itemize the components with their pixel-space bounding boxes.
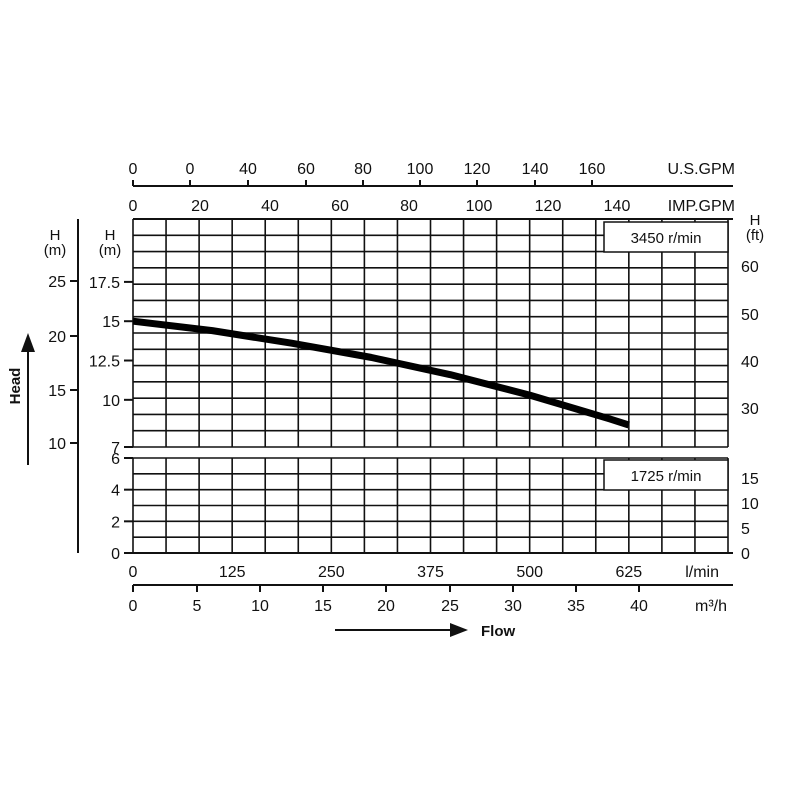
lpm-tick-label: 375 xyxy=(417,564,444,581)
performance-curves xyxy=(132,317,630,429)
lower-ft-tick-label: 5 xyxy=(741,521,750,538)
lower-head-tick-label: 0 xyxy=(111,546,120,563)
head-axis-label: Head xyxy=(7,368,24,405)
lower-head-tick-label: 6 xyxy=(111,451,120,468)
outer-head-tick-label: 20 xyxy=(48,329,66,346)
imp-gpm-unit-label: IMP.GPM xyxy=(668,198,735,215)
right-ft-tick-label: 60 xyxy=(741,259,759,276)
imp-gpm-tick-label: 0 xyxy=(129,198,138,215)
lower-ft-tick-label: 15 xyxy=(741,471,759,488)
right-ft-tick-label: 50 xyxy=(741,307,759,324)
curve-3450 xyxy=(132,317,630,429)
lpm-tick-label: 0 xyxy=(129,564,138,581)
inner-head-tick-label: 7 xyxy=(111,440,120,457)
m3h-tick-label: 20 xyxy=(377,598,395,615)
us-gpm-tick-label: 120 xyxy=(464,161,491,178)
lpm-tick-label: 125 xyxy=(219,564,246,581)
lpm-tick-label: 625 xyxy=(615,564,642,581)
us-gpm-tick-label: 160 xyxy=(579,161,606,178)
us-gpm-tick-label: 0 xyxy=(186,161,195,178)
lower-ft-tick-label: 10 xyxy=(741,496,759,513)
m3h-tick-label: 40 xyxy=(630,598,648,615)
imp-gpm-tick-label: 120 xyxy=(535,198,562,215)
imp-gpm-tick-label: 140 xyxy=(604,198,631,215)
outer-head-tick-label: 10 xyxy=(48,436,66,453)
m3h-tick-label: 35 xyxy=(567,598,585,615)
inner-head-unit-label: H xyxy=(105,227,116,244)
head-arrow-icon xyxy=(21,333,35,352)
us-gpm-tick-label: 140 xyxy=(522,161,549,178)
imp-gpm-tick-label: 60 xyxy=(331,198,349,215)
flow-axis-label: Flow xyxy=(481,623,515,640)
right-ft-tick-label: 40 xyxy=(741,354,759,371)
outer-head-tick-label: 25 xyxy=(48,274,66,291)
outer-head-unit-label: (m) xyxy=(44,242,67,259)
axes xyxy=(77,185,733,586)
us-gpm-unit-label: U.S.GPM xyxy=(667,161,735,178)
inner-head-tick-label: 12.5 xyxy=(89,354,120,371)
us-gpm-tick-label: 80 xyxy=(354,161,372,178)
us-gpm-tick-label: 0 xyxy=(129,161,138,178)
m3h-tick-label: 25 xyxy=(441,598,459,615)
m3h-tick-label: 10 xyxy=(251,598,269,615)
lower-ft-tick-label: 0 xyxy=(741,546,750,563)
right-ft-tick-label: 30 xyxy=(741,401,759,418)
outer-head-unit-label: H xyxy=(50,227,61,244)
m3h-tick-label: 15 xyxy=(314,598,332,615)
lpm-tick-label: 500 xyxy=(516,564,543,581)
outer-head-tick-label: 15 xyxy=(48,383,66,400)
lpm-tick-label: 250 xyxy=(318,564,345,581)
m3h-unit-label: m³/h xyxy=(695,598,727,615)
m3h-tick-label: 5 xyxy=(193,598,202,615)
lower-head-tick-label: 2 xyxy=(111,514,120,531)
speed-label-3450: 3450 r/min xyxy=(631,230,702,247)
imp-gpm-tick-label: 100 xyxy=(466,198,493,215)
lpm-unit-label: l/min xyxy=(685,564,719,581)
inner-head-unit-label: (m) xyxy=(99,242,122,259)
m3h-tick-label: 30 xyxy=(504,598,522,615)
inner-head-tick-label: 10 xyxy=(102,393,120,410)
right-ft-unit-label: H xyxy=(750,212,761,229)
imp-gpm-tick-label: 40 xyxy=(261,198,279,215)
speed-label-1725: 1725 r/min xyxy=(631,468,702,485)
speed-box-1725 xyxy=(603,459,729,491)
inner-head-tick-label: 15 xyxy=(102,314,120,331)
imp-gpm-tick-label: 20 xyxy=(191,198,209,215)
inner-head-tick-label: 17.5 xyxy=(89,275,120,292)
flow-arrow-icon xyxy=(450,623,468,637)
imp-gpm-tick-label: 80 xyxy=(400,198,418,215)
us-gpm-tick-label: 100 xyxy=(407,161,434,178)
right-ft-unit-label: (ft) xyxy=(746,227,764,244)
speed-box-3450 xyxy=(603,221,729,253)
us-gpm-tick-label: 60 xyxy=(297,161,315,178)
us-gpm-tick-label: 40 xyxy=(239,161,257,178)
lower-head-tick-label: 4 xyxy=(111,483,120,500)
m3h-tick-label: 0 xyxy=(129,598,138,615)
